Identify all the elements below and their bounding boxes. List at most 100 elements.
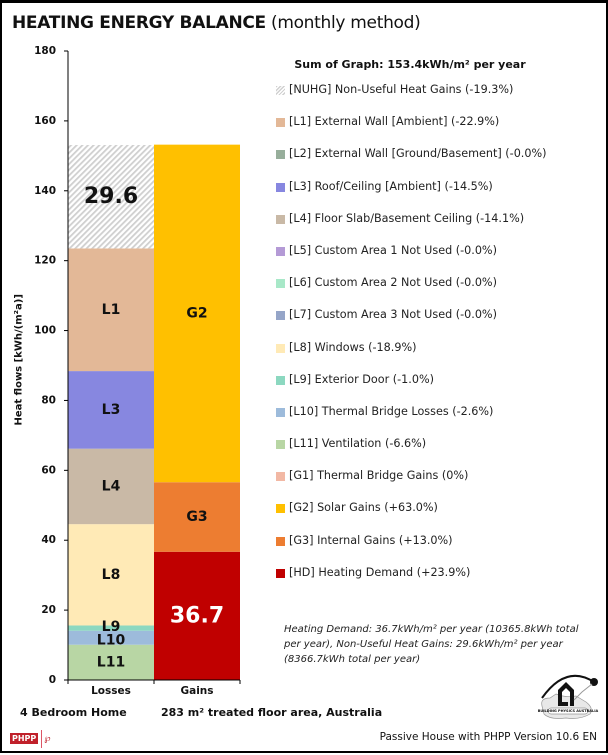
arc-icon: [541, 674, 595, 699]
legend-item-l9: [L9] Exterior Door (-1.0%): [276, 373, 596, 405]
legend-swatch-icon: [276, 246, 285, 256]
legend-item-l11: [L11] Ventilation (-6.6%): [276, 437, 596, 469]
legend-label: [G3] Internal Gains (+13.0%): [289, 533, 453, 547]
phpp-separator: [41, 729, 43, 748]
y-tick-label: 120: [34, 255, 56, 267]
phpp-glyph-icon: ℘: [44, 733, 51, 744]
data-label-l11: L11: [97, 654, 125, 670]
logo-text: BUILDING PHYSICS AUSTRALIA: [538, 709, 599, 713]
legend-label: [L7] Custom Area 3 Not Used (-0.0%): [289, 308, 497, 322]
y-tick-label: 40: [41, 534, 56, 546]
project-name: 4 Bedroom Home: [20, 706, 127, 719]
data-label-l4: L4: [102, 478, 121, 494]
legend-swatch-icon: [276, 214, 285, 224]
legend-label: [L10] Thermal Bridge Losses (-2.6%): [289, 404, 494, 418]
legend-item-l8: [L8] Windows (-18.9%): [276, 341, 596, 373]
legend-swatch-icon: [276, 311, 285, 321]
bar-segment-g3: [154, 482, 240, 552]
data-label-l10: L10: [97, 633, 126, 649]
legend-swatch-icon: [276, 407, 285, 417]
legend-item-l7: [L7] Custom Area 3 Not Used (-0.0%): [276, 308, 596, 340]
version-label: Passive House with PHPP Version 10.6 EN: [379, 731, 597, 743]
y-tick-label: 140: [34, 185, 56, 197]
y-tick-label: 180: [34, 45, 56, 57]
legend-label: [L11] Ventilation (-6.6%): [289, 437, 427, 451]
legend-item-nuhg: [NUHG] Non-Useful Heat Gains (-19.3%): [276, 83, 596, 115]
data-label-hd: 36.7: [170, 603, 224, 628]
legend-label: [L5] Custom Area 1 Not Used (-0.0%): [289, 243, 497, 257]
bar-segment-l1: [68, 248, 154, 372]
legend-swatch-icon: [276, 343, 285, 353]
bar-segment-nuhg: [68, 145, 154, 249]
bar-segment-hd: [154, 551, 240, 680]
legend-item-l2: [L2] External Wall [Ground/Basement] (-0…: [276, 147, 596, 179]
legend-swatch-icon: [276, 568, 285, 578]
x-category-label-gains: Gains: [180, 685, 213, 697]
legend-item-g3: [G3] Internal Gains (+13.0%): [276, 534, 596, 566]
legend-swatch-icon: [276, 536, 285, 546]
legend-swatch-icon: [276, 504, 285, 514]
bar-segment-l4: [68, 448, 154, 525]
legend-swatch-icon: [276, 182, 285, 192]
legend-item-hd: [HD] Heating Demand (+23.9%): [276, 566, 596, 598]
data-label-l8: L8: [102, 567, 121, 583]
chart-title-sub: (monthly method): [270, 13, 421, 33]
chart-title: HEATING ENERGY BALANCE (monthly method): [12, 13, 421, 33]
legend-item-g1: [G1] Thermal Bridge Gains (0%): [276, 469, 596, 501]
bar-segment-g2: [154, 144, 240, 483]
bar-segment-l9: [68, 625, 154, 631]
legend-swatch-icon: [276, 279, 285, 289]
y-tick-label: 60: [41, 464, 56, 476]
data-label-nuhg: 29.6: [84, 184, 138, 209]
legend-label: [L3] Roof/Ceiling [Ambient] (-14.5%): [289, 179, 493, 193]
y-tick-label: 20: [41, 604, 56, 616]
legend-item-l1: [L1] External Wall [Ambient] (-22.9%): [276, 115, 596, 147]
y-axis-title: Heat flows [kWh/(m²a)]: [13, 294, 25, 426]
bar-segment-l10: [68, 630, 154, 645]
legend-swatch-icon: [276, 375, 285, 385]
data-label-g2: G2: [186, 305, 207, 321]
legend-swatch-icon: [276, 440, 285, 450]
legend-label: [G1] Thermal Bridge Gains (0%): [289, 469, 469, 483]
australia-map-icon: [541, 693, 592, 719]
legend-label: [G2] Solar Gains (+63.0%): [289, 501, 438, 515]
frame-top-border: [0, 0, 608, 3]
bar-segment-l11: [68, 644, 154, 680]
bar-segment-l3: [68, 371, 154, 449]
legend-label: [L1] External Wall [Ambient] (-22.9%): [289, 115, 500, 129]
heating-demand-note: Heating Demand: 36.7kWh/m² per year (103…: [284, 624, 579, 665]
legend-label: [HD] Heating Demand (+23.9%): [289, 565, 471, 579]
y-tick-label: 80: [41, 394, 56, 406]
data-label-l9: L9: [102, 619, 121, 635]
chart-title-main: HEATING ENERGY BALANCE: [12, 13, 266, 33]
sum-of-graph: Sum of Graph: 153.4kWh/m² per year: [294, 58, 526, 71]
legend-label: [L6] Custom Area 2 Not Used (-0.0%): [289, 276, 497, 290]
y-tick-label: 160: [34, 115, 56, 127]
x-category-label-losses: Losses: [91, 685, 131, 697]
data-label-l1: L1: [102, 302, 121, 318]
floor-area-caption: 283 m² treated floor area, Australia: [161, 706, 383, 719]
legend-label: [L9] Exterior Door (-1.0%): [289, 372, 434, 386]
legend-swatch-icon: [276, 118, 285, 128]
y-tick-label: 100: [34, 325, 56, 337]
legend-item-l10: [L10] Thermal Bridge Losses (-2.6%): [276, 405, 596, 437]
phpp-logo: PHPP ℘: [10, 729, 51, 748]
house-icon: [558, 682, 574, 706]
legend-swatch-icon: [276, 472, 285, 482]
legend-item-l6: [L6] Custom Area 2 Not Used (-0.0%): [276, 276, 596, 308]
legend-label: [L4] Floor Slab/Basement Ceiling (-14.1%…: [289, 211, 525, 225]
legend-item-l4: [L4] Floor Slab/Basement Ceiling (-14.1%…: [276, 212, 596, 244]
legend-swatch-icon: [276, 150, 285, 160]
legend-item-l3: [L3] Roof/Ceiling [Ambient] (-14.5%): [276, 180, 596, 212]
legend-item-g2: [G2] Solar Gains (+63.0%): [276, 501, 596, 533]
legend-item-l5: [L5] Custom Area 1 Not Used (-0.0%): [276, 244, 596, 276]
data-label-g3: G3: [186, 509, 207, 525]
legend-label: [L2] External Wall [Ground/Basement] (-0…: [289, 147, 547, 161]
legend-swatch-icon: [276, 86, 285, 95]
y-tick-label: 0: [49, 674, 56, 686]
legend-label: [L8] Windows (-18.9%): [289, 340, 417, 354]
building-physics-australia-logo: BUILDING PHYSICS AUSTRALIA: [538, 674, 599, 719]
legend: Sum of Graph: 153.4kWh/m² per year [NUHG…: [276, 58, 596, 598]
